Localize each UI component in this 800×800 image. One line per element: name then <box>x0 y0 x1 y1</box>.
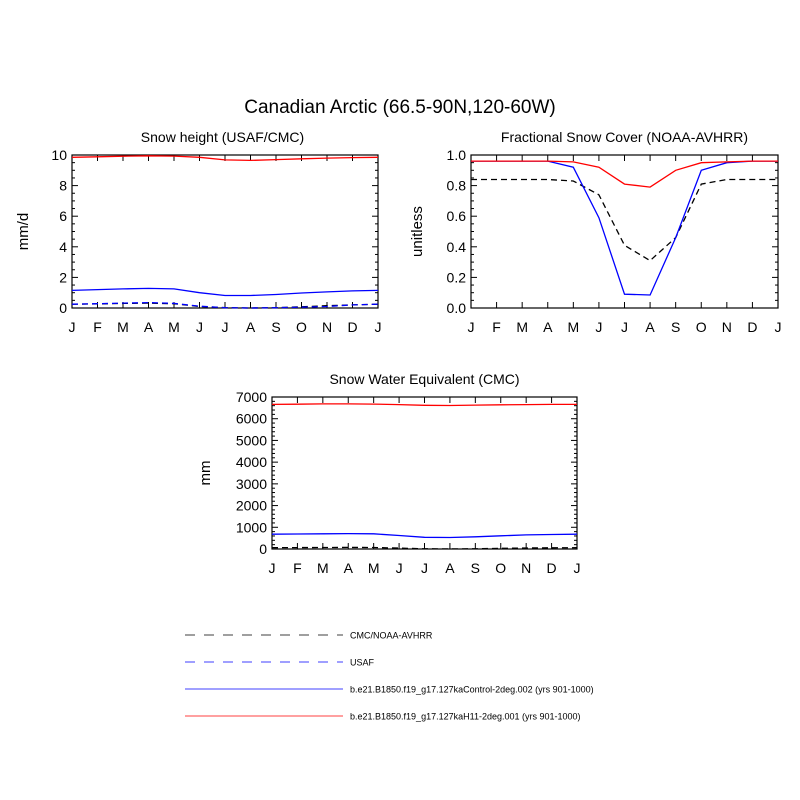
y-axis-label: mm/d <box>15 213 32 251</box>
x-tick-label: J <box>396 560 403 576</box>
series-line-b-e21-b1850-f19-g17-127kah11-2deg-001-yrs-901-1000 <box>471 160 778 188</box>
x-tick-label: A <box>645 319 655 335</box>
x-tick-label: D <box>547 560 557 576</box>
panel-title: Snow height (USAF/CMC) <box>141 129 304 145</box>
y-tick-label: 3000 <box>236 476 267 492</box>
x-tick-label: J <box>621 319 628 335</box>
y-tick-label: 4 <box>59 239 67 255</box>
series-line-b-e21-b1850-f19-g17-127kah11-2deg-001-yrs-901-1000 <box>271 403 577 407</box>
plot-frame <box>271 396 578 550</box>
y-tick-label: 0.0 <box>447 300 467 316</box>
y-tick-label: 0.8 <box>447 178 467 194</box>
x-tick-label: F <box>492 319 501 335</box>
x-tick-label: N <box>722 319 732 335</box>
plot-frame <box>71 154 379 309</box>
figure-title: Canadian Arctic (66.5-90N,120-60W) <box>244 97 556 118</box>
x-tick-label: F <box>93 319 102 335</box>
plot-frame <box>470 154 779 309</box>
series-line-b-e21-b1850-f19-g17-127kacontrol-2deg-002-yrs-901-1000 <box>271 532 578 539</box>
legend-label: CMC/NOAA-AVHRR <box>350 631 433 641</box>
legend: CMC/NOAA-AVHRR USAF b.e21.B1850.f19_g17.12… <box>185 631 594 722</box>
y-tick-label: 7000 <box>236 389 267 405</box>
x-tick-label: D <box>347 319 357 335</box>
y-tick-label: 10 <box>51 147 67 163</box>
x-tick-label: A <box>246 319 256 335</box>
x-tick-label: M <box>567 319 579 335</box>
x-tick-label: N <box>322 319 332 335</box>
x-tick-label: S <box>271 319 280 335</box>
panel-title: Fractional Snow Cover (NOAA-AVHRR) <box>501 129 748 145</box>
x-tick-label: N <box>521 560 531 576</box>
y-tick-label: 2000 <box>236 498 267 514</box>
x-tick-label: J <box>595 319 602 335</box>
series-line-b-e21-b1850-f19-g17-127kacontrol-2deg-002-yrs-901-1000 <box>471 160 778 296</box>
x-tick-label: J <box>222 319 229 335</box>
series-line-usaf <box>71 301 379 309</box>
panel-fractional-snow-cover: Fractional Snow Cover (NOAA-AVHRR) 0.0 0.… <box>409 129 782 335</box>
series-line-cmc-noaa-avhrr <box>271 546 578 550</box>
x-tick-label: A <box>445 560 455 576</box>
x-tick-label: M <box>168 319 180 335</box>
panel-snow-water-equivalent: Snow Water Equivalent (CMC) 0 1000 2000 300… <box>197 371 581 576</box>
x-tick-label: J <box>196 319 203 335</box>
x-tick-label: J <box>574 560 581 576</box>
y-axis-label: unitless <box>409 206 426 257</box>
y-tick-label: 6000 <box>236 411 267 427</box>
legend-label: b.e21.B1850.f19_g17.127kaH11-2deg.001 (y… <box>350 712 581 722</box>
x-tick-label: J <box>375 319 382 335</box>
legend-label: b.e21.B1850.f19_g17.127kaControl-2deg.00… <box>350 685 594 695</box>
x-tick-label: J <box>775 319 782 335</box>
x-tick-label: M <box>117 319 129 335</box>
x-tick-label: J <box>69 319 76 335</box>
y-axis-label: mm <box>197 461 214 486</box>
y-tick-label: 0.6 <box>447 208 467 224</box>
y-tick-label: 4000 <box>236 454 267 470</box>
y-tick-label: 1000 <box>236 519 267 535</box>
y-tick-label: 5000 <box>236 432 267 448</box>
series-line-b-e21-b1850-f19-g17-127kacontrol-2deg-002-yrs-901-1000 <box>71 287 379 297</box>
legend-label: USAF <box>350 658 375 668</box>
x-tick-label: M <box>317 560 329 576</box>
x-tick-label: M <box>516 319 528 335</box>
series-line-cmc-noaa-avhrr <box>471 178 778 262</box>
x-tick-label: S <box>671 319 680 335</box>
x-tick-label: A <box>344 560 354 576</box>
x-tick-label: S <box>471 560 480 576</box>
x-tick-label: A <box>543 319 553 335</box>
x-tick-label: M <box>368 560 380 576</box>
x-tick-label: J <box>421 560 428 576</box>
y-tick-label: 0.4 <box>447 239 467 255</box>
y-tick-label: 6 <box>59 208 67 224</box>
series-line-b-e21-b1850-f19-g17-127kah11-2deg-001-yrs-901-1000 <box>71 155 379 162</box>
x-tick-label: O <box>495 560 506 576</box>
y-tick-label: 0 <box>59 300 67 316</box>
x-tick-label: O <box>696 319 707 335</box>
x-tick-label: A <box>144 319 154 335</box>
panel-title: Snow Water Equivalent (CMC) <box>329 371 519 387</box>
x-tick-label: J <box>468 319 475 335</box>
y-tick-label: 2 <box>59 269 67 285</box>
y-tick-label: 0 <box>259 541 267 557</box>
x-tick-label: J <box>269 560 276 576</box>
x-tick-label: F <box>293 560 302 576</box>
y-tick-label: 8 <box>59 178 67 194</box>
y-tick-label: 1.0 <box>447 147 467 163</box>
x-tick-label: O <box>296 319 307 335</box>
y-tick-label: 0.2 <box>447 269 467 285</box>
x-tick-label: D <box>747 319 757 335</box>
